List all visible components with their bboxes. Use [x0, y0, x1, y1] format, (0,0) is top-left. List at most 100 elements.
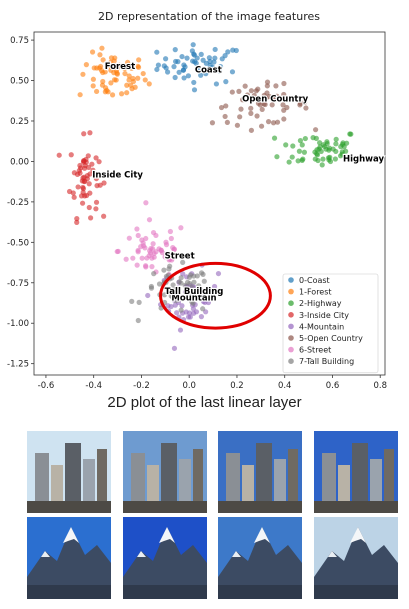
scatter-point [82, 178, 88, 184]
figure-caption: 2D plot of the last linear layer [107, 394, 302, 411]
scatter-point [223, 79, 229, 85]
thumb-city-1 [27, 431, 111, 513]
scatter-point [319, 162, 325, 168]
scatter-point [191, 79, 197, 86]
x-tick-label: 0.6 [326, 381, 340, 390]
scatter-point [254, 113, 260, 119]
scatter-point [111, 58, 117, 64]
thumb-mountain-2 [123, 517, 207, 599]
scatter-point [200, 271, 206, 277]
scatter-point [142, 245, 148, 251]
scatter-point [144, 255, 150, 261]
scatter-point [80, 186, 86, 192]
scatter-point [96, 159, 102, 165]
scatter-point [74, 171, 81, 178]
scatter-point [165, 303, 171, 309]
scatter-point [280, 102, 286, 108]
scatter-point [135, 75, 141, 81]
scatter-point [170, 245, 176, 251]
legend-marker [288, 335, 294, 341]
scatter-point [114, 248, 120, 255]
scatter-point [322, 143, 328, 150]
cluster-label: Street [165, 252, 195, 262]
scatter-point [324, 139, 330, 145]
scatter-point [201, 278, 207, 284]
scatter-point [242, 83, 248, 89]
scatter-point [179, 303, 185, 309]
legend-entry: 1-Forest [299, 288, 332, 297]
scatter-point [101, 180, 107, 186]
scatter-point [108, 64, 114, 70]
scatter-point [81, 174, 87, 180]
scatter-point [135, 63, 141, 69]
scatter-point [317, 140, 323, 146]
scatter-point [271, 135, 278, 141]
legend-marker [288, 300, 294, 307]
scatter-point [303, 105, 309, 111]
scatter-point [187, 314, 193, 320]
scatter-point [142, 77, 148, 83]
scatter-point [94, 88, 100, 95]
x-tick-label: -0.6 [38, 381, 55, 390]
highlight-ellipse [159, 261, 272, 330]
scatter-point [301, 99, 308, 106]
x-tick-label: 0.4 [278, 381, 292, 390]
scatter-point [187, 272, 194, 278]
scatter-point [100, 78, 106, 85]
scatter-point [143, 264, 149, 270]
scatter-point [134, 262, 140, 268]
legend-marker [288, 312, 294, 318]
scatter-point [209, 120, 216, 126]
scatter-point [146, 217, 153, 223]
scatter-point [93, 206, 99, 212]
scatter-point [148, 250, 154, 256]
scatter-point [281, 80, 287, 87]
scatter-point [114, 70, 120, 76]
legend-entry: 6-Street [299, 346, 331, 355]
scatter-point [265, 119, 272, 125]
scatter-point [222, 113, 228, 120]
scatter-point [136, 57, 142, 63]
legend-entry: 2-Highway [299, 299, 342, 308]
scatter-point [162, 254, 168, 260]
cluster-label: Mountain [171, 294, 216, 304]
scatter-point [284, 104, 290, 111]
y-tick-label: 0.50 [10, 77, 29, 87]
scatter-point [177, 327, 184, 333]
scatter-point [215, 270, 222, 277]
scatter-point [80, 189, 86, 195]
scatter-point [185, 73, 191, 79]
scatter-point [211, 283, 218, 290]
scatter-point [90, 76, 96, 82]
scatter-point [248, 127, 255, 133]
scatter-point [299, 142, 305, 148]
scatter-point [178, 275, 184, 281]
thumb-city-4 [314, 431, 398, 513]
thumb-mountain-4 [314, 517, 398, 599]
scatter-point [161, 292, 168, 298]
scatter-point [200, 57, 206, 63]
scatter-point [86, 181, 92, 187]
scatter-point [56, 152, 62, 158]
legend-marker [288, 346, 294, 353]
scatter-point [138, 244, 144, 250]
scatter-point [180, 67, 187, 73]
scatter-point [297, 100, 304, 106]
thumb-mountain-3 [218, 517, 302, 599]
cluster-label: Tall Building [165, 287, 224, 297]
scatter-point [264, 83, 270, 89]
scatter-point [191, 87, 198, 93]
scatter-point [101, 213, 107, 219]
scatter-point [170, 294, 176, 301]
scatter-point [143, 235, 149, 242]
scatter-point [125, 59, 131, 66]
scatter-point [347, 131, 353, 137]
scatter-point [117, 62, 123, 68]
scatter-point [274, 154, 280, 160]
scatter-point [191, 51, 197, 57]
scatter-point [68, 152, 74, 158]
scatter-point [139, 237, 145, 243]
scatter-point [289, 154, 295, 160]
scatter-point [320, 156, 326, 162]
scatter-point [93, 155, 99, 161]
